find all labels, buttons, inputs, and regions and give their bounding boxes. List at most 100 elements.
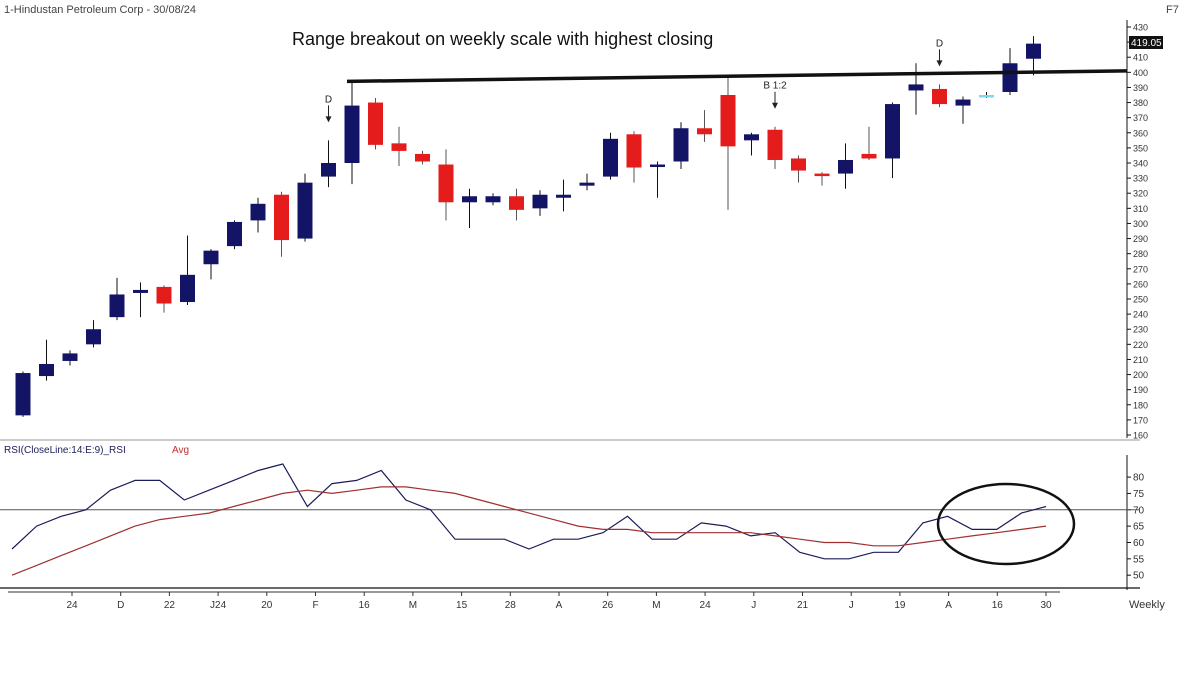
- candle-body: [297, 182, 313, 239]
- price-tick-label: 160: [1133, 431, 1148, 441]
- price-tick-label: 320: [1133, 189, 1148, 199]
- time-tick-label: J: [849, 600, 854, 611]
- candle-body: [438, 164, 454, 203]
- shortcut-label: F7: [1166, 4, 1179, 16]
- time-tick-label: 16: [359, 600, 371, 611]
- time-tick-label: 15: [456, 600, 468, 611]
- event-marker-arrowhead: [325, 116, 332, 123]
- time-tick-label: 30: [1040, 600, 1052, 611]
- candle-body: [509, 196, 524, 210]
- event-marker-arrowhead: [936, 60, 943, 67]
- rsi-average-line: [11, 486, 1047, 576]
- price-tick-label: 370: [1133, 113, 1148, 123]
- time-tick-label: J24: [210, 600, 227, 611]
- time-tick-label: 19: [894, 600, 906, 611]
- candle-body: [744, 134, 759, 141]
- rsi-legend-avg: Avg: [172, 445, 189, 456]
- candle-body: [720, 95, 736, 147]
- price-tick-label: 260: [1133, 279, 1148, 289]
- price-tick-label: 220: [1133, 340, 1148, 350]
- price-tick-label: 290: [1133, 234, 1148, 244]
- price-tick-label: 300: [1133, 219, 1148, 229]
- candle-body: [274, 194, 289, 241]
- price-tick-label: 410: [1133, 53, 1148, 63]
- rsi-tick-label: 80: [1133, 473, 1145, 484]
- candle-body: [39, 363, 54, 377]
- price-tick-label: 190: [1133, 385, 1148, 395]
- rsi-tick-label: 70: [1133, 505, 1145, 516]
- price-tick-label: 200: [1133, 370, 1148, 380]
- rsi-highlight-circle: [936, 482, 1076, 566]
- rsi-tick-label: 60: [1133, 538, 1145, 549]
- candle-body: [955, 99, 971, 106]
- event-marker-label: B 1:2: [763, 81, 787, 92]
- price-tick-label: 180: [1133, 400, 1148, 410]
- price-tick-label: 230: [1133, 325, 1148, 335]
- time-tick-label: J: [751, 600, 756, 611]
- price-tick-label: 280: [1133, 249, 1148, 259]
- candle-body: [156, 286, 172, 304]
- symbol-title: 1-Hindustan Petroleum Corp - 30/08/24: [4, 4, 196, 16]
- candle-body: [462, 196, 477, 203]
- candle-body: [415, 153, 430, 162]
- candle-body: [885, 104, 900, 159]
- event-marker-arrowhead: [772, 102, 778, 109]
- rsi-line: [11, 463, 1047, 560]
- time-tick-label: 24: [66, 600, 78, 611]
- price-tick-label: 360: [1133, 128, 1148, 138]
- price-tick-label: 340: [1133, 159, 1148, 169]
- candle-body: [391, 143, 407, 151]
- rsi-tick-label: 65: [1133, 522, 1145, 533]
- time-tick-label: F: [312, 600, 318, 611]
- timeframe-label: Weekly: [1129, 599, 1165, 611]
- price-axis: 160 170 180 190 200 210 220 230 240 250 260 270 280 2…: [1127, 23, 1148, 441]
- rsi-tick-label: 75: [1133, 489, 1145, 500]
- price-tick-label: 240: [1133, 310, 1148, 320]
- candle-body: [673, 128, 689, 162]
- candle-body: [908, 84, 924, 91]
- price-tick-label: 170: [1133, 415, 1148, 425]
- time-tick-label: 20: [261, 600, 273, 611]
- candle-body: [321, 163, 336, 177]
- candle-body: [250, 203, 266, 221]
- price-tick-label: 270: [1133, 264, 1148, 274]
- price-tick-label: 350: [1133, 143, 1148, 153]
- price-tick-label: 380: [1133, 98, 1148, 108]
- event-markers: D B 1:2 D: [325, 38, 943, 123]
- price-tick-label: 400: [1133, 68, 1148, 78]
- time-tick-label: 16: [992, 600, 1004, 611]
- chart-annotation: Range breakout on weekly scale with high…: [292, 29, 713, 49]
- candle-body: [626, 134, 642, 168]
- rsi-lines: [11, 463, 1047, 576]
- candle-body: [344, 105, 360, 163]
- candle-body: [15, 373, 31, 416]
- candle-body: [979, 95, 994, 98]
- candle-body: [697, 128, 712, 135]
- candle-body: [109, 294, 125, 318]
- candle-body: [133, 289, 148, 293]
- candle-body: [932, 88, 947, 105]
- resistance-trendline: [346, 69, 1128, 84]
- candle-body: [86, 329, 101, 345]
- price-tick-label: 310: [1133, 204, 1148, 214]
- last-price-tag: 419.05: [1129, 36, 1163, 49]
- rsi-legend-main: RSI(CloseLine:14:E:9)_RSI: [4, 445, 126, 456]
- time-tick-label: 26: [602, 600, 614, 611]
- rsi-tick-label: 55: [1133, 554, 1145, 565]
- candle-body: [767, 129, 783, 160]
- candle-body: [556, 194, 571, 198]
- candle-body: [532, 194, 548, 209]
- event-marker-label: D: [325, 94, 332, 105]
- candle-body: [650, 164, 665, 168]
- time-tick-label: 21: [797, 600, 809, 611]
- time-tick-label: A: [945, 600, 952, 611]
- candle-body: [838, 159, 853, 174]
- rsi-axis: 50 55 60 65 70 75 80: [0, 473, 1145, 582]
- candle-body: [814, 173, 830, 177]
- price-tick-label: 250: [1133, 295, 1148, 305]
- time-tick-label: M: [409, 600, 417, 611]
- candle-body: [579, 182, 595, 186]
- last-price-value: 419.05: [1131, 38, 1162, 49]
- price-tick-label: 210: [1133, 355, 1148, 365]
